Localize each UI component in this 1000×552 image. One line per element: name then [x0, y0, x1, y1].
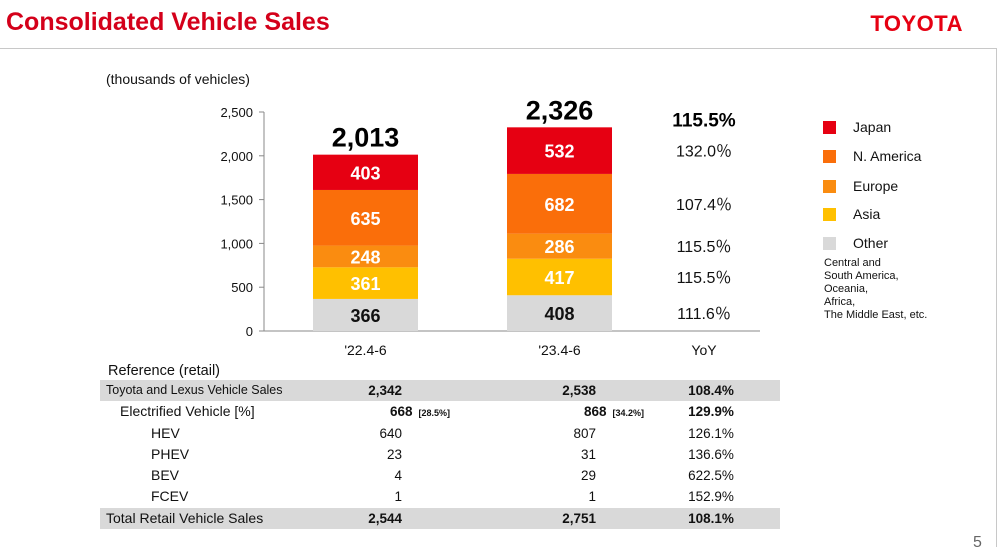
header-divider [0, 48, 996, 49]
table-row-hev: HEV 640 807 126.1% [100, 423, 780, 444]
row-label: Electrified Vehicle [%] [120, 403, 255, 420]
y-tick-label: 2,500 [220, 105, 253, 120]
legend-item-japan: Japan [823, 119, 891, 135]
table-row-electrified: Electrified Vehicle [%] 668 [28.5%] 868 [3… [100, 401, 780, 422]
yoy-header: YoY [691, 342, 717, 358]
yoy-value: 129.9% [688, 404, 734, 420]
data-label-europe: 248 [350, 247, 380, 267]
legend-swatch [823, 179, 836, 193]
y-tick-label: 500 [231, 280, 253, 295]
value-2023: 807 [573, 425, 596, 441]
legend-swatch [823, 207, 836, 221]
data-label-asia: 361 [350, 274, 380, 294]
data-label-japan: 532 [544, 142, 574, 162]
legend-label: Other [853, 235, 889, 251]
yoy-label-europe: 115.5％ [677, 239, 732, 256]
bar-segment-asia [507, 258, 612, 296]
row-label: Total Retail Vehicle Sales [106, 509, 264, 526]
value-2023: 2,538 [562, 383, 596, 398]
legend-swatch [823, 120, 836, 134]
value-2022: 1 [394, 489, 402, 505]
reference-label: Reference (retail) [108, 363, 221, 379]
row-label: HEV [151, 424, 180, 441]
data-label-n-america: 635 [350, 209, 380, 229]
y-unit-label: (thousands of vehicles) [106, 71, 250, 87]
bar-segment-other [313, 298, 418, 331]
yoy-value: 108.4% [688, 383, 734, 398]
legend-item-other: Other [823, 235, 888, 251]
toyota-logo: TOYOTA [870, 11, 963, 36]
legend-item-asia: Asia [823, 206, 880, 222]
value-2022: 668 [28.5%] [389, 404, 450, 420]
legend-label: Japan [853, 119, 892, 135]
row-label: PHEV [151, 445, 190, 462]
bar-segment-other [507, 295, 612, 331]
table-row-total: Total Retail Vehicle Sales 2,544 2,751 1… [100, 507, 780, 530]
y-tick-label: 1,500 [220, 193, 253, 208]
data-label-europe: 286 [544, 237, 574, 257]
bar-segment-n-america [507, 173, 612, 234]
table-row-bev: BEV 4 29 622.5% [100, 465, 780, 486]
value-2023: 868 [34.2%] [583, 404, 644, 420]
value-2023: 2,751 [562, 510, 596, 526]
value-2023: 29 [580, 468, 596, 484]
bar-segment-n-america [313, 189, 418, 246]
y-tick-label: 1,000 [220, 236, 253, 251]
yoy-value: 152.9% [688, 489, 734, 505]
page-number: 5 [973, 534, 982, 551]
sales-chart: (thousands of vehicles) 0 500 1,000 1,500 2,0… [106, 71, 760, 358]
table-row-phev: PHEV 23 31 136.6% [100, 444, 780, 465]
value-2022: 2,544 [368, 510, 402, 526]
data-label-japan: 403 [350, 163, 380, 183]
table-row-toyota-lexus: Toyota and Lexus Vehicle Sales 2,342 2,5… [100, 380, 780, 402]
legend-item-europe: Europe [823, 178, 898, 194]
yoy-value: 126.1% [688, 425, 734, 441]
value-2022: 23 [386, 446, 402, 462]
bar-total-label: 2,013 [332, 123, 400, 153]
bar-total-label: 2,326 [526, 95, 594, 125]
bar-segment-europe [507, 233, 612, 259]
data-label-other: 408 [544, 304, 574, 324]
x-category-label: '23.4-6 [538, 342, 581, 358]
bar-segment-japan [313, 154, 418, 190]
bar-segment-europe [313, 245, 418, 268]
value-2022: 2,342 [368, 383, 402, 398]
legend-note: Central and South America, Oceania, Afri… [824, 257, 928, 321]
row-label: Toyota and Lexus Vehicle Sales [106, 383, 283, 397]
y-tick-label: 0 [246, 324, 253, 339]
legend-swatch [823, 149, 836, 163]
bar-segment-asia [313, 267, 418, 299]
yoy-value: 622.5% [688, 468, 734, 484]
share-2022: [28.5%] [418, 408, 450, 419]
value-2022: 4 [394, 468, 402, 484]
yoy-value: 136.6% [688, 446, 734, 462]
reference-table: Toyota and Lexus Vehicle Sales 2,342 2,5… [100, 380, 780, 530]
y-tick-label: 2,000 [220, 149, 253, 164]
yoy-value: 108.1% [688, 510, 734, 526]
legend-label: N. America [853, 148, 922, 164]
yoy-label-other: 111.6％ [677, 306, 731, 323]
x-category-label: '22.4-6 [344, 342, 387, 358]
share-2023: [34.2%] [612, 408, 644, 419]
value-2023: 31 [580, 446, 596, 462]
legend-label: Asia [853, 206, 881, 222]
data-label-asia: 417 [544, 268, 574, 288]
table-row-fcev: FCEV 1 1 152.9% [100, 486, 780, 507]
page-title: Consolidated Vehicle Sales [6, 8, 330, 36]
row-label: FCEV [151, 488, 189, 505]
legend-label: Europe [853, 178, 899, 194]
legend-swatch [823, 236, 836, 250]
legend-item-n-america: N. America [823, 148, 921, 164]
page-border [996, 48, 997, 547]
yoy-label-asia: 115.5％ [677, 270, 732, 287]
value-2023: 1 [588, 489, 596, 505]
yoy-total-label: 115.5% [672, 110, 735, 131]
yoy-label-n-america: 107.4％ [676, 197, 732, 214]
data-label-other: 366 [350, 306, 380, 326]
value-2022: 640 [379, 425, 402, 441]
yoy-label-japan: 132.0％ [676, 144, 732, 161]
row-label: BEV [151, 467, 180, 484]
bar-segment-japan [507, 127, 612, 174]
data-label-n-america: 682 [544, 195, 574, 215]
